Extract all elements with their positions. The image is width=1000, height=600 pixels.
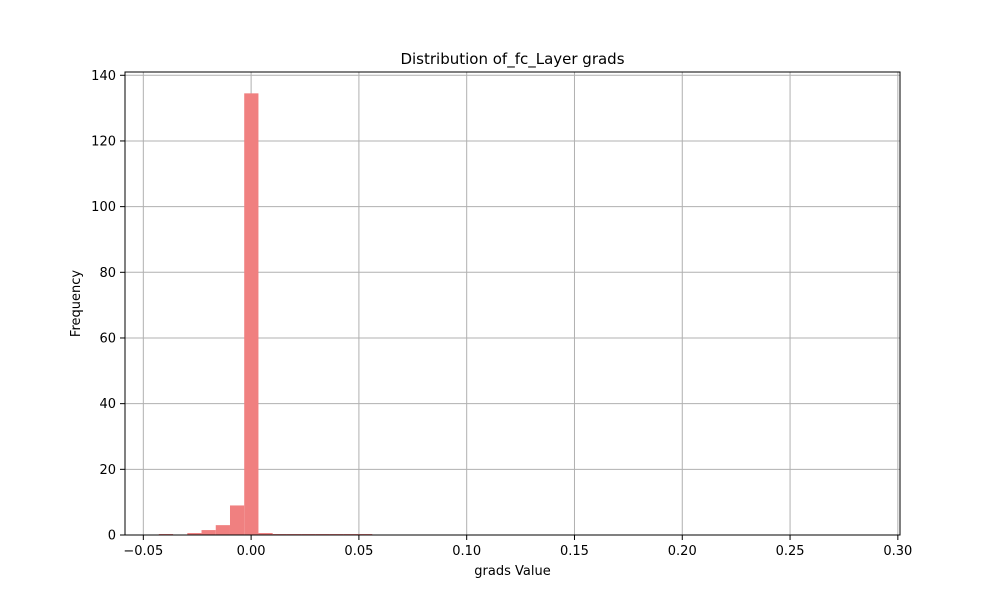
y-tick-label: 120 bbox=[91, 134, 116, 149]
y-tick-label: 20 bbox=[99, 463, 116, 478]
y-tick-label: 80 bbox=[99, 266, 116, 281]
grid-lines bbox=[125, 72, 900, 536]
histogram-bar bbox=[229, 505, 245, 535]
x-axis-label: grads Value bbox=[474, 564, 550, 579]
x-tick-label: 0.00 bbox=[237, 544, 266, 559]
histogram-bar bbox=[215, 525, 230, 535]
y-tick-label: 0 bbox=[108, 529, 116, 544]
x-tick-label: 0.05 bbox=[344, 544, 373, 559]
y-tick-label: 140 bbox=[91, 69, 116, 84]
y-tick-label: 100 bbox=[91, 200, 116, 215]
x-tick-label: 0.20 bbox=[668, 544, 697, 559]
y-tick-label: 60 bbox=[99, 331, 116, 346]
x-tick-label: 0.15 bbox=[560, 544, 589, 559]
x-tick-label: 0.30 bbox=[883, 544, 912, 559]
x-tick-label: 0.25 bbox=[776, 544, 805, 559]
plot-frame bbox=[124, 71, 901, 536]
x-tick-label: 0.10 bbox=[452, 544, 481, 559]
y-tick-label: 40 bbox=[99, 397, 116, 412]
histogram-bar bbox=[187, 533, 202, 535]
y-axis-label: Frequency bbox=[69, 270, 84, 337]
histogram-bar bbox=[201, 530, 216, 535]
histogram-bar bbox=[244, 93, 259, 536]
chart-title: Distribution of_fc_Layer grads bbox=[400, 50, 624, 69]
x-tick-label: −0.05 bbox=[123, 544, 163, 559]
histogram-bar bbox=[258, 533, 273, 535]
axis-ticks: −0.05 0.00 0.05 0.10 0.15 0.20 0.25 0.30 0 20 40 60… bbox=[91, 69, 912, 559]
histogram-bars bbox=[158, 93, 373, 536]
